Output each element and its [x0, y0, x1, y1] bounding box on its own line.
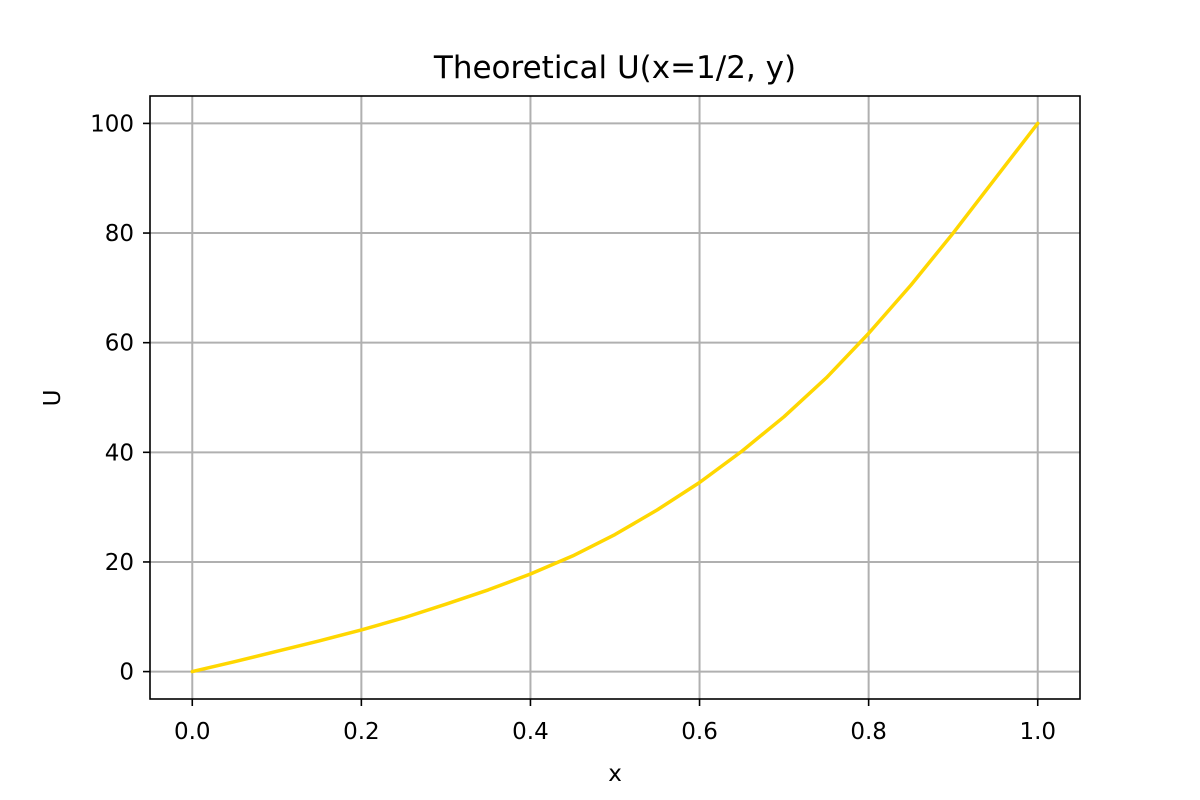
y-tick-label: 20 — [105, 550, 134, 576]
x-tick-label: 0.8 — [850, 719, 887, 745]
chart-title: Theoretical U(x=1/2, y) — [433, 50, 796, 86]
y-axis-label: U — [40, 390, 66, 407]
series-layer — [190, 121, 1040, 674]
y-tick-label: 40 — [105, 440, 134, 466]
y-tick-label: 100 — [90, 111, 134, 137]
x-tick-label: 0.0 — [174, 719, 211, 745]
grid — [150, 96, 1080, 699]
y-tick-label: 0 — [119, 660, 134, 686]
ticks: 0.0 0.2 0.4 0.6 0.8 1.0 0 20 40 60 80 100 — [90, 111, 1056, 745]
y-tick-label: 80 — [105, 221, 134, 247]
x-tick-label: 1.0 — [1019, 719, 1056, 745]
plot-frame — [149, 95, 1081, 700]
series-line — [190, 121, 1040, 674]
y-tick-label: 60 — [105, 331, 134, 357]
x-tick-label: 0.6 — [681, 719, 718, 745]
x-axis-label: x — [608, 761, 622, 787]
x-tick-label: 0.4 — [512, 719, 549, 745]
x-tick-label: 0.2 — [343, 719, 380, 745]
